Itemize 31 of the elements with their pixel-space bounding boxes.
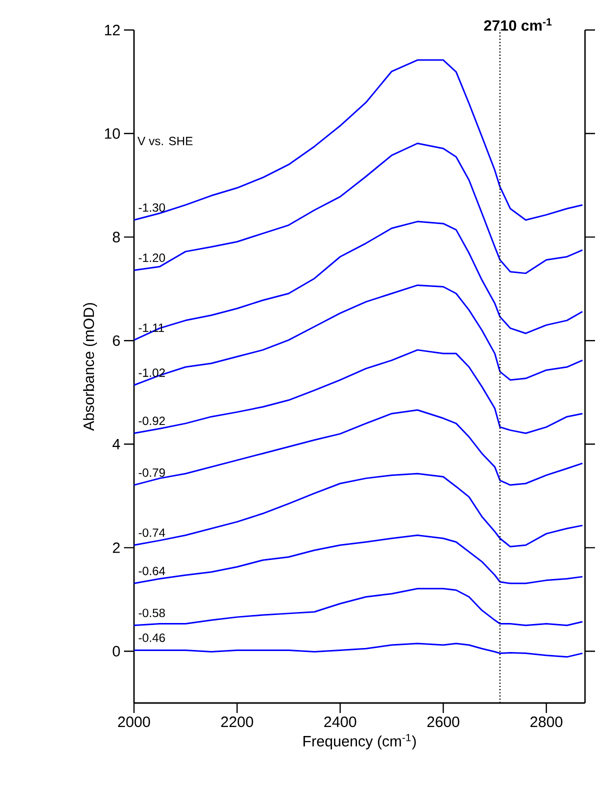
x-axis-title: Frequency (cm$^{-1}$) <box>304 734 416 750</box>
line-series <box>133 349 584 434</box>
x-tick-label: 2600 <box>427 716 460 728</box>
series-label: -0.64 <box>138 566 166 576</box>
y-tick-label: 0 <box>112 646 120 657</box>
annotation: V vs. SHE <box>138 136 193 146</box>
line-series <box>133 59 584 221</box>
series-label: -1.20 <box>138 254 165 262</box>
series-label: -1.30 <box>138 203 165 212</box>
line-series <box>133 220 584 341</box>
series-label: -0.79 <box>138 468 165 477</box>
series-label: -0.58 <box>138 608 165 618</box>
series-label: -0.46 <box>138 634 165 642</box>
y-tick-label: 4 <box>112 439 120 450</box>
y-tick-label: 6 <box>112 335 120 346</box>
x-tick-label: 2000 <box>118 716 150 728</box>
series-label: -0.92 <box>138 416 165 426</box>
x-tick-label: 2200 <box>221 716 254 728</box>
y-tick-label: 2 <box>112 542 120 553</box>
ref-line-label: 2710 cm$^{-1}$ <box>484 18 552 31</box>
x-tick-label: 2400 <box>324 716 356 728</box>
line-series <box>133 284 584 386</box>
y-axis-title: Absorbance (mOD) <box>83 303 98 431</box>
y-tick-label: 12 <box>105 24 120 36</box>
y-tick-label: 8 <box>112 232 120 242</box>
y-tick-label: 10 <box>105 128 120 139</box>
line-series <box>133 588 584 626</box>
series-label: -0.74 <box>138 528 166 537</box>
series-label: -1.11 <box>138 324 164 332</box>
series-label: -1.02 <box>138 368 165 377</box>
x-tick-label: 2800 <box>530 716 562 728</box>
